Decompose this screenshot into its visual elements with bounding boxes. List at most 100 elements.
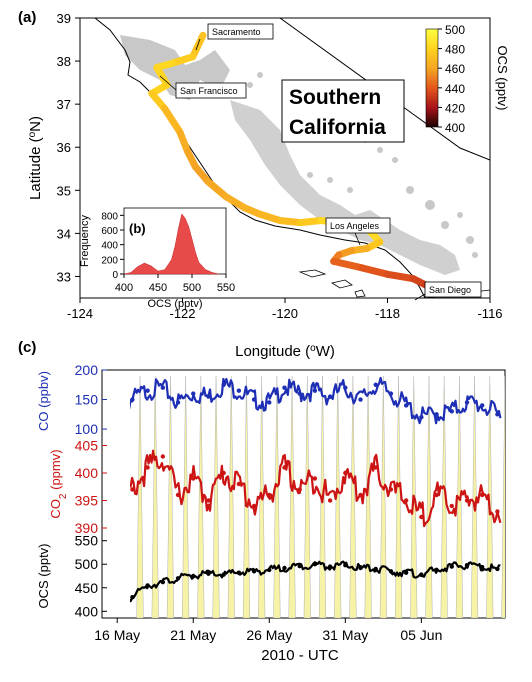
series-y-tick-label: 200 — [75, 362, 99, 378]
timeseries-axes: 100 150 200 CO (ppbv) 390 395 400 405 CO2 (ppmv)… — [36, 362, 442, 643]
series-point — [282, 465, 287, 470]
series-point — [419, 415, 424, 420]
series-y-tick-label: 550 — [75, 533, 99, 549]
series-point — [160, 385, 166, 390]
daylight-shading — [106, 375, 505, 618]
series-point — [145, 388, 150, 393]
series-point — [403, 403, 409, 408]
daylight-band — [288, 375, 296, 618]
series-point — [115, 403, 119, 407]
series-point — [327, 564, 333, 569]
series-point — [464, 562, 470, 568]
x-axis-label: Longitude (oW) — [235, 343, 335, 361]
series-point — [175, 576, 181, 581]
series-point — [358, 397, 363, 402]
series-point — [251, 397, 257, 402]
region-title-line1: Southern — [289, 86, 381, 109]
colorbar: 500 480 460 440 420 400 OCS (pptv) — [425, 23, 510, 135]
city-name: San Diego — [429, 285, 471, 295]
series-point — [479, 564, 485, 570]
series-point — [221, 470, 226, 476]
series-point — [145, 465, 150, 470]
series-line-1 — [130, 449, 502, 528]
series-point — [221, 572, 226, 577]
hist-x-tick-label: 400 — [115, 282, 133, 294]
series-point — [343, 385, 348, 390]
hist-y-tick-label: 0 — [112, 270, 118, 281]
series-point — [464, 498, 470, 503]
series-point — [160, 579, 166, 585]
y-tick-label: 33 — [57, 269, 71, 284]
hist-y-tick-label: 200 — [101, 255, 118, 266]
daylight-band — [136, 375, 144, 618]
series-point — [312, 388, 318, 393]
series-point — [312, 562, 318, 567]
daylight-band — [501, 375, 505, 618]
series-point — [327, 498, 333, 503]
track-segment — [330, 257, 366, 272]
track-segment — [358, 264, 391, 278]
series-y-tick-label: 405 — [75, 438, 99, 454]
histogram-x-label: OCS (pptv) — [147, 298, 202, 310]
daylight-band — [379, 375, 387, 618]
y-tick-label: 37 — [57, 97, 71, 112]
series-point — [191, 573, 196, 579]
series-y-label: OCS (pptv) — [36, 543, 51, 608]
daylight-band — [303, 375, 311, 618]
colorbar-tick-label: 500 — [445, 23, 465, 37]
track-segment — [384, 270, 417, 283]
panel-b: (b) 400 450 500 550 0 200 400 600 800 OCS (pptv)… — [79, 207, 235, 310]
series-point — [191, 391, 196, 396]
series-point — [115, 509, 119, 513]
series-point — [221, 382, 226, 387]
daylight-band — [106, 376, 113, 618]
series-point — [282, 565, 287, 571]
hist-x-tick-label: 450 — [149, 282, 167, 294]
daylight-band — [151, 375, 159, 618]
series-y-tick-label: 500 — [75, 556, 99, 572]
series-point — [434, 492, 439, 498]
series-point — [495, 566, 500, 572]
daylight-band — [242, 375, 251, 618]
daylight-band — [212, 375, 220, 618]
x-tick-label: -124 — [67, 306, 93, 321]
series-point — [251, 569, 257, 574]
series-point — [449, 564, 454, 569]
y-tick-label: 34 — [57, 226, 71, 241]
city-label-sacramento: Sacramento — [207, 23, 274, 40]
series-point — [130, 487, 135, 492]
series-y-tick-label: 450 — [75, 580, 99, 596]
colorbar-tick-label: 440 — [445, 82, 465, 96]
daylight-band — [166, 375, 175, 618]
series-point — [449, 409, 454, 414]
y-tick-label: 36 — [57, 140, 71, 155]
time-tick-label: 21 May — [170, 627, 216, 643]
series-point — [343, 470, 348, 476]
series-point — [464, 400, 470, 405]
colorbar-ticks: 500 480 460 440 420 400 — [438, 23, 465, 135]
series-y-tick-label: 100 — [75, 421, 99, 437]
series-point — [236, 481, 242, 487]
series-y-tick-label: 390 — [75, 520, 99, 536]
city-label-san-diego: San Diego — [424, 281, 482, 298]
time-tick-label: 05 Jun — [400, 627, 442, 643]
series-point — [175, 492, 181, 498]
colorbar-tick-label: 420 — [445, 101, 465, 115]
hist-x-tick-label: 500 — [183, 282, 201, 294]
histogram-y-label: Frequency — [79, 215, 91, 267]
daylight-band — [121, 376, 128, 618]
daylight-band — [425, 375, 433, 618]
series-point — [434, 567, 439, 573]
series-point — [236, 570, 242, 575]
x-tick-label: -118 — [375, 306, 400, 321]
series-point — [267, 492, 272, 498]
hist-x-tick-label: 550 — [217, 282, 235, 294]
hist-y-tick-label: 400 — [101, 241, 118, 252]
series-point — [267, 400, 272, 405]
series-point — [251, 503, 257, 509]
series-point — [419, 514, 424, 520]
city-label-los-angeles: Los Angeles — [325, 217, 391, 234]
time-tick-label: 31 May — [322, 627, 368, 643]
series-point — [282, 385, 287, 390]
